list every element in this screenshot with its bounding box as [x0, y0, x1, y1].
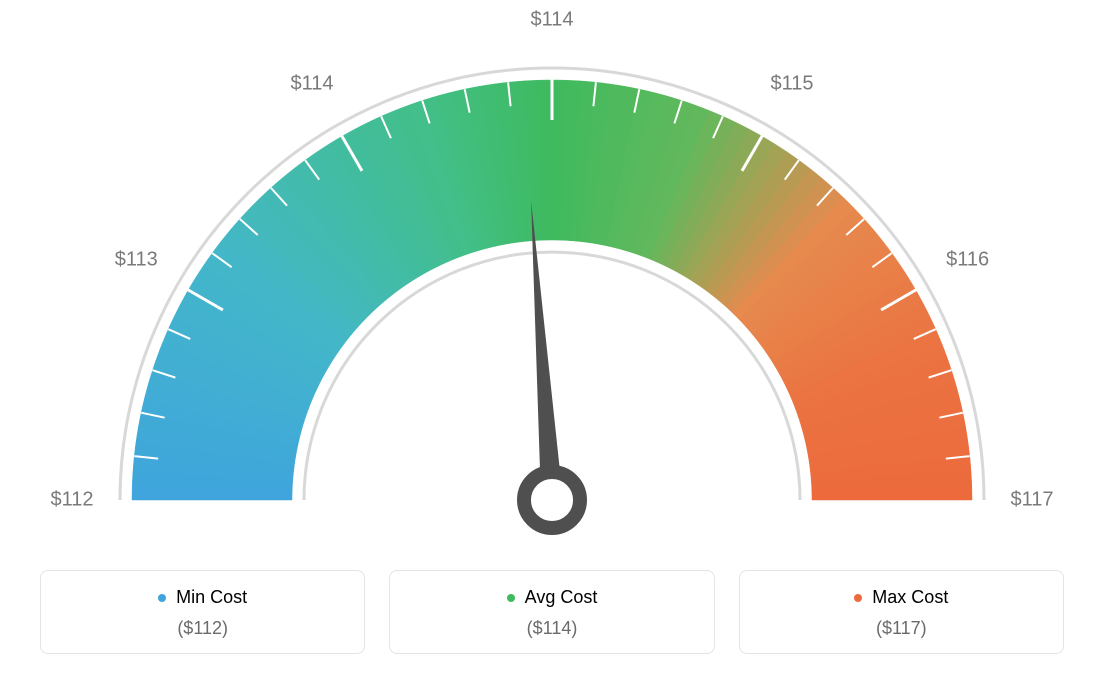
legend-card-avg: Avg Cost ($114) [389, 570, 714, 654]
legend-value-avg: ($114) [410, 618, 693, 639]
legend-row: Min Cost ($112) Avg Cost ($114) Max Cost… [0, 570, 1104, 654]
svg-text:$114: $114 [530, 8, 573, 30]
svg-text:$115: $115 [770, 73, 813, 95]
legend-value-min: ($112) [61, 618, 344, 639]
svg-text:$112: $112 [50, 488, 93, 510]
gauge-chart: $112 $113 $114 $114 $115 $116 $117 [0, 0, 1104, 560]
svg-text:$116: $116 [946, 248, 989, 270]
legend-title-max: Max Cost [854, 587, 948, 608]
legend-label-min: Min Cost [176, 587, 247, 608]
legend-card-min: Min Cost ($112) [40, 570, 365, 654]
cost-gauge-widget: $112 $113 $114 $114 $115 $116 $117 Min Cost ($… [0, 0, 1104, 690]
svg-text:$114: $114 [290, 73, 333, 95]
legend-dot-min [158, 594, 166, 602]
legend-label-avg: Avg Cost [525, 587, 598, 608]
gauge-area: $112 $113 $114 $114 $115 $116 $117 [0, 0, 1104, 560]
legend-card-max: Max Cost ($117) [739, 570, 1064, 654]
legend-dot-max [854, 594, 862, 602]
legend-title-min: Min Cost [158, 587, 247, 608]
legend-value-max: ($117) [760, 618, 1043, 639]
legend-label-max: Max Cost [872, 587, 948, 608]
legend-dot-avg [507, 594, 515, 602]
svg-text:$117: $117 [1010, 488, 1053, 510]
svg-text:$113: $113 [115, 248, 158, 270]
legend-title-avg: Avg Cost [507, 587, 598, 608]
